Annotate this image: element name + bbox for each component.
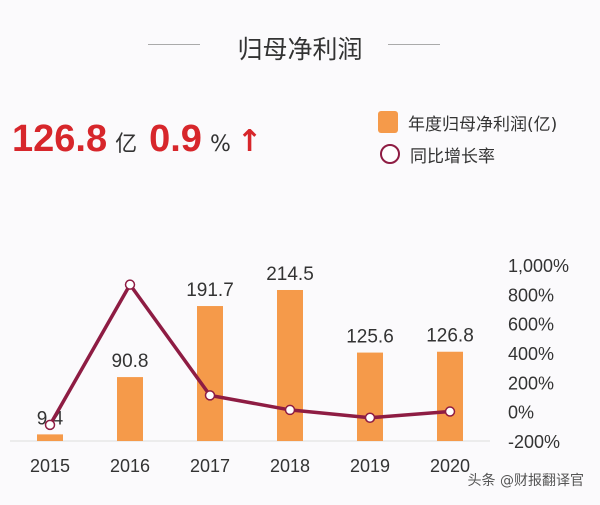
- bar-2020: [437, 351, 463, 441]
- y-right-tick: 200%: [508, 373, 554, 393]
- bar-2019: [357, 352, 383, 441]
- growth-point-2019: [364, 412, 376, 423]
- growth-point-2018: [284, 404, 296, 416]
- chart-title: 归母净利润: [237, 35, 363, 64]
- kpi-summary: 126.8 亿 0.9 % ↑: [12, 118, 262, 161]
- kpi-value: 126.8: [12, 118, 108, 160]
- line-marker-icon: [380, 144, 400, 164]
- y-right-tick: -200%: [508, 432, 560, 452]
- x-tick-2019: 2019: [350, 456, 390, 476]
- bar-2015: [37, 434, 63, 441]
- y-right-tick: 0%: [508, 403, 534, 423]
- watermark: 头条 @财报翻译官: [467, 473, 584, 489]
- legend-item-bar: 年度归母净利润(亿): [378, 106, 557, 138]
- kpi-value-unit: 亿: [115, 132, 138, 157]
- kpi-growth-unit: %: [209, 132, 231, 157]
- x-tick-2017: 2017: [190, 456, 230, 476]
- bar-2016: [117, 377, 143, 441]
- y-right-tick: 600%: [508, 315, 554, 335]
- growth-point-2016: [124, 279, 136, 290]
- bar-label-2016: 90.8: [112, 351, 149, 372]
- x-tick-2016: 2016: [110, 456, 150, 476]
- y-right-tick: 1,000%: [508, 256, 569, 276]
- legend-label: 年度归母净利润(亿): [408, 114, 558, 135]
- y-right-tick: 800%: [508, 285, 554, 305]
- growth-line: [48, 282, 451, 426]
- x-tick-2020: 2020: [430, 456, 470, 476]
- bar-2017: [197, 306, 223, 441]
- title-rule-right: [388, 44, 440, 45]
- growth-point-2020: [444, 406, 456, 417]
- bar-label-2017: 191.7: [186, 280, 234, 301]
- bar-label-2019: 125.6: [346, 327, 394, 348]
- bar-label-2018: 214.5: [266, 264, 314, 285]
- growth-point-2015: [44, 419, 56, 431]
- y-right-tick: 400%: [508, 344, 554, 364]
- title-rule-left: [148, 44, 200, 45]
- bar-2018: [277, 289, 303, 441]
- x-tick-2018: 2018: [270, 456, 310, 476]
- legend: 年度归母净利润(亿) 同比增长率: [378, 106, 557, 170]
- x-tick-2015: 2015: [30, 456, 70, 476]
- bar-swatch-icon: [378, 111, 398, 133]
- legend-label: 同比增长率: [410, 146, 495, 167]
- growth-point-2017: [204, 390, 216, 401]
- legend-item-line: 同比增长率: [378, 138, 557, 170]
- bar-label-2020: 126.8: [426, 326, 474, 347]
- arrow-up-icon: ↑: [236, 124, 262, 159]
- kpi-growth: 0.9: [149, 118, 202, 160]
